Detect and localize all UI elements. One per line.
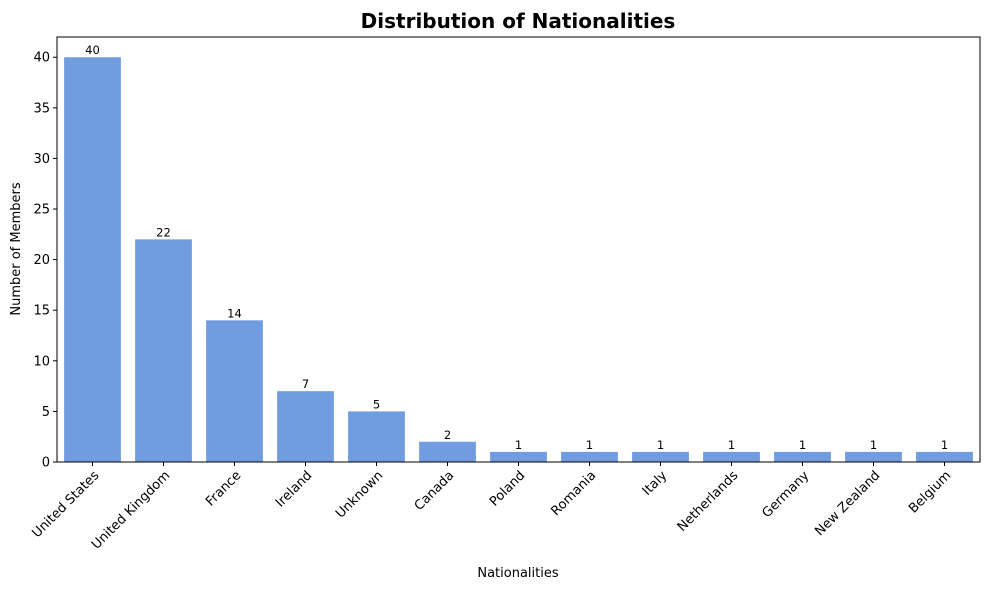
x-tick-label: Romania — [549, 468, 600, 519]
bar-germany — [774, 451, 831, 462]
bar-romania — [561, 451, 618, 462]
bar-ireland — [277, 391, 334, 462]
bars-group — [64, 57, 973, 462]
y-axis: 0 5 10 15 20 25 30 35 40 — [33, 51, 57, 471]
x-tick-label: Italy — [640, 468, 671, 499]
y-tick-label: 5 — [42, 405, 50, 420]
data-label: 1 — [586, 438, 593, 452]
data-label: 40 — [85, 43, 100, 57]
data-label: 5 — [373, 397, 380, 411]
data-labels-group: 40 22 14 7 5 2 1 1 1 1 1 1 1 — [85, 43, 948, 452]
x-axis-label: Nationalities — [477, 566, 558, 581]
data-label: 1 — [941, 438, 948, 452]
x-tick-label: France — [203, 468, 244, 509]
y-tick-label: 40 — [33, 51, 50, 66]
y-tick-label: 35 — [33, 101, 50, 116]
x-tick-label: Netherlands — [675, 468, 742, 535]
x-tick-label: Unknown — [333, 468, 386, 521]
y-axis-label: Number of Members — [9, 182, 24, 315]
x-tick-label: Canada — [412, 468, 458, 514]
data-label: 1 — [515, 438, 522, 452]
bar-canada — [419, 441, 476, 462]
data-label: 22 — [156, 225, 171, 239]
data-label: 14 — [227, 306, 242, 320]
x-tick-label: Poland — [487, 468, 528, 509]
data-label: 2 — [444, 428, 451, 442]
x-tick-label: United Kingdom — [89, 468, 173, 552]
plot-frame — [56, 36, 981, 463]
chart-title: Distribution of Nationalities — [361, 9, 676, 33]
data-label: 1 — [799, 438, 806, 452]
bar-france — [206, 320, 263, 462]
x-tick-label: Belgium — [906, 468, 954, 516]
y-tick-label: 25 — [33, 203, 50, 218]
bar-united-states — [64, 57, 121, 462]
data-label: 1 — [657, 438, 664, 452]
bar-unknown — [348, 411, 405, 462]
x-tick-label: Germany — [759, 468, 812, 521]
x-tick-label: Ireland — [273, 468, 315, 510]
data-label: 7 — [302, 377, 309, 391]
bar-poland — [490, 451, 547, 462]
bar-united-kingdom — [135, 239, 192, 462]
bar-new-zealand — [845, 451, 902, 462]
y-tick-label: 0 — [42, 456, 50, 471]
y-tick-label: 30 — [33, 152, 50, 167]
bar-italy — [632, 451, 689, 462]
data-label: 1 — [870, 438, 877, 452]
bar-belgium — [916, 451, 973, 462]
x-tick-label: New Zealand — [812, 468, 883, 539]
y-tick-label: 20 — [33, 253, 50, 268]
bar-netherlands — [703, 451, 760, 462]
data-label: 1 — [728, 438, 735, 452]
x-tick-label: United States — [29, 468, 102, 541]
y-tick-label: 15 — [33, 304, 50, 319]
y-tick-label: 10 — [33, 354, 50, 369]
